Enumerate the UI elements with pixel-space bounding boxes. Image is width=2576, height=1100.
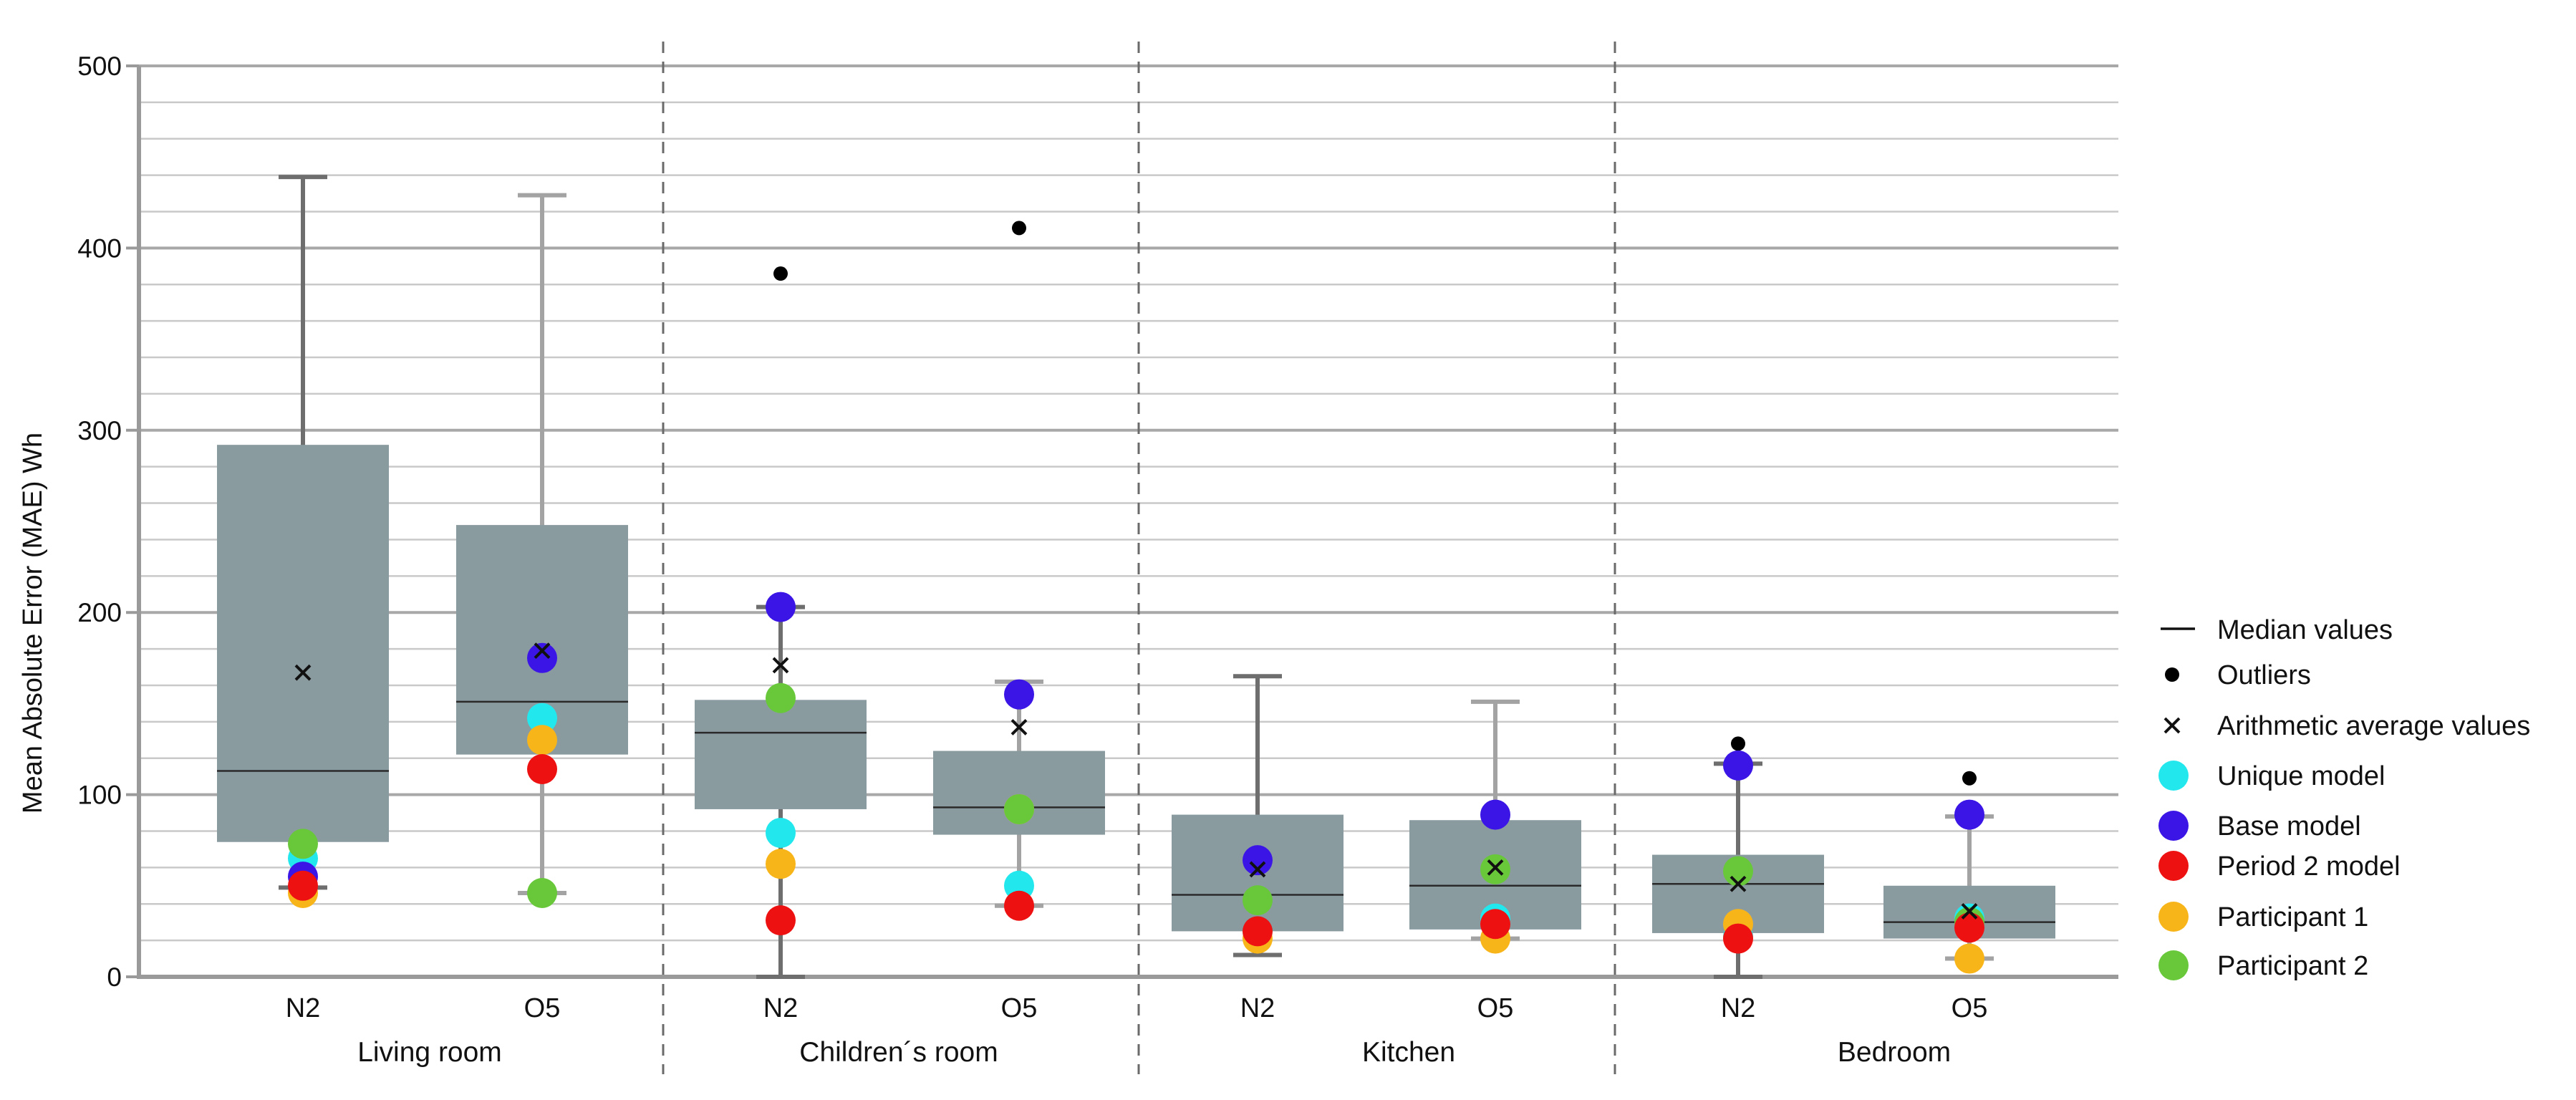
- point-period-2-model: [527, 753, 557, 784]
- mean-marker: [772, 657, 789, 674]
- group-labels: Living room Children´s room Kitchen Bedroom: [357, 1037, 1951, 1068]
- point-unique-model: [766, 818, 796, 849]
- point-period-2-model: [288, 870, 318, 901]
- point-base-model: [1004, 679, 1034, 710]
- mean-marker: [1487, 859, 1504, 876]
- point-participant-2: [1243, 885, 1273, 916]
- group-label: Living room: [357, 1037, 502, 1068]
- group-label: Kitchen: [1362, 1037, 1455, 1068]
- outlier-point: [773, 266, 788, 281]
- box-children-s-room-n2: [695, 266, 867, 979]
- point-participant-2: [1723, 856, 1753, 887]
- legend-mean-marker: [2163, 717, 2181, 734]
- box-kitchen-n2: [1172, 674, 1344, 957]
- x-category-label: N2: [763, 993, 799, 1023]
- x-category-label: O5: [1477, 993, 1514, 1023]
- box-living-room-o5: [456, 193, 628, 908]
- point-base-model: [766, 592, 796, 622]
- legend-circle-marker: [2158, 902, 2189, 932]
- outlier-point: [1731, 736, 1745, 751]
- legend-label: Unique model: [2217, 761, 2385, 791]
- box-series: [217, 175, 2055, 979]
- box-bedroom-o5: [1883, 771, 2055, 974]
- y-tick-labels: 0 100 200 300 400 500: [77, 52, 139, 992]
- mean-marker: [1730, 875, 1747, 892]
- legend-circle-marker: [2158, 761, 2189, 791]
- legend-item-participant-2: Participant 2: [2158, 950, 2368, 981]
- point-participant-1: [1954, 943, 1984, 974]
- box-children-s-room-o5: [933, 221, 1105, 921]
- iqr-box: [217, 445, 389, 842]
- mean-marker: [1249, 861, 1266, 878]
- point-participant-1: [766, 849, 796, 879]
- legend-label: Period 2 model: [2217, 851, 2401, 882]
- point-participant-2: [288, 829, 318, 859]
- point-base-model: [1243, 845, 1273, 876]
- legend: Median values Outliers Arithmetic average …: [2158, 615, 2530, 981]
- point-period-2-model: [1723, 923, 1753, 954]
- legend-circle-marker: [2158, 950, 2189, 980]
- x-category-label: N2: [1721, 993, 1756, 1023]
- group-label: Children´s room: [799, 1037, 998, 1068]
- mean-marker: [534, 642, 551, 660]
- legend-item-unique-model: Unique model: [2158, 761, 2385, 791]
- mean-marker: [1010, 719, 1028, 735]
- y-axis-label: Mean Absolute Error (MAE) Wh: [18, 433, 48, 814]
- legend-item-median-values: Median values: [2161, 615, 2393, 645]
- legend-item-outliers: Outliers: [2165, 660, 2311, 690]
- point-period-2-model: [1954, 912, 1984, 943]
- legend-outlier-marker: [2165, 667, 2179, 682]
- outlier-point: [1962, 771, 1977, 786]
- point-participant-2: [766, 682, 796, 713]
- point-period-2-model: [1480, 909, 1510, 940]
- legend-label: Participant 2: [2217, 951, 2368, 981]
- group-label: Bedroom: [1838, 1037, 1951, 1068]
- point-period-2-model: [1004, 890, 1034, 921]
- legend-circle-marker: [2158, 851, 2189, 881]
- point-base-model: [1723, 750, 1753, 781]
- point-participant-2: [527, 877, 557, 908]
- point-period-2-model: [1243, 916, 1273, 947]
- gridlines: [139, 64, 2118, 942]
- x-category-label: N2: [286, 993, 321, 1023]
- y-tick-label: 500: [77, 52, 122, 81]
- box-bedroom-n2: [1652, 736, 1824, 979]
- legend-circle-marker: [2158, 811, 2189, 841]
- y-tick-label: 0: [107, 962, 122, 992]
- point-participant-1: [527, 725, 557, 756]
- point-participant-2: [1004, 793, 1034, 824]
- x-category-labels: N2 O5 N2 O5 N2 O5 N2 O5: [286, 993, 1988, 1023]
- y-tick-label: 200: [77, 598, 122, 627]
- point-unique-model: [527, 703, 557, 733]
- x-category-label: O5: [524, 993, 561, 1023]
- y-tick-label: 100: [77, 781, 122, 810]
- x-category-label: O5: [1001, 993, 1038, 1023]
- iqr-box: [695, 700, 867, 809]
- x-category-label: N2: [1240, 993, 1275, 1023]
- point-base-model: [1480, 799, 1510, 830]
- mean-marker: [1961, 903, 1978, 920]
- point-base-model: [1954, 799, 1984, 830]
- legend-item-arithmetic-average-values: Arithmetic average values: [2163, 711, 2530, 741]
- axes: [137, 66, 2118, 979]
- point-base-model: [527, 642, 557, 673]
- y-tick-label: 300: [77, 416, 122, 445]
- point-period-2-model: [766, 905, 796, 936]
- legend-label: Median values: [2217, 615, 2393, 645]
- mean-marker: [294, 664, 312, 681]
- outlier-point: [1012, 221, 1026, 236]
- box-kitchen-o5: [1409, 699, 1581, 954]
- legend-label: Base model: [2217, 811, 2361, 841]
- legend-item-period-2-model: Period 2 model: [2158, 851, 2401, 882]
- legend-label: Outliers: [2217, 660, 2311, 690]
- legend-item-participant-1: Participant 1: [2158, 902, 2368, 932]
- legend-label: Participant 1: [2217, 902, 2368, 932]
- box-living-room-n2: [217, 175, 389, 908]
- legend-item-base-model: Base model: [2158, 811, 2361, 841]
- x-category-label: O5: [1952, 993, 1988, 1023]
- y-tick-label: 400: [77, 233, 122, 263]
- legend-label: Arithmetic average values: [2217, 711, 2530, 741]
